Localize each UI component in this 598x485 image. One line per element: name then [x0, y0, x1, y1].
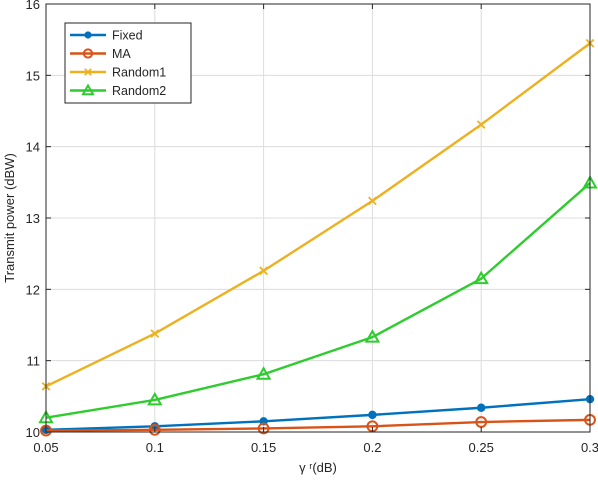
- series-line: [45, 42, 591, 388]
- series-line: [45, 397, 591, 432]
- legend-entry: Random2: [70, 83, 166, 98]
- marker-x-cross: [259, 266, 268, 276]
- marker-triangle: [364, 329, 381, 343]
- tick-labels: 0.05 0.1 0.15 0.2 0.25 0.3 10 11 12 13 14 15 16: [26, 0, 598, 455]
- series-random1: [41, 38, 595, 391]
- y-tick-label: 13: [26, 211, 40, 226]
- x-tick-label: 0.2: [363, 440, 381, 455]
- marker-filled-circle: [476, 403, 486, 412]
- marker-x-cross: [368, 196, 377, 206]
- legend: Fixed MA Random1 Random2: [64, 22, 192, 104]
- x-tick-label: 0.1: [146, 440, 164, 455]
- legend-entry: MA: [70, 47, 131, 61]
- legend-label: Fixed: [112, 29, 143, 43]
- grid: [45, 3, 591, 433]
- marker-x-cross: [150, 329, 160, 338]
- marker-open-circle: [257, 422, 270, 435]
- marker-open-circle: [475, 416, 488, 428]
- marker-triangle: [255, 366, 272, 380]
- x-tick-label: 0.15: [251, 440, 276, 455]
- legend-label: Random1: [112, 66, 166, 80]
- marker-x-cross: [84, 68, 92, 76]
- legend-entry: Fixed: [70, 29, 143, 43]
- marker-filled-circle: [368, 410, 377, 420]
- marker-filled-circle: [84, 31, 92, 39]
- series-random2: [38, 175, 598, 424]
- marker-x-cross: [476, 120, 486, 129]
- x-tick-label: 0.05: [33, 440, 58, 455]
- marker-triangle: [81, 83, 95, 96]
- x-tick-label: 0.25: [469, 440, 494, 455]
- ticks: [45, 3, 591, 433]
- legend-entry: Random1: [70, 66, 166, 80]
- y-tick-label: 10: [26, 425, 40, 440]
- legend-label: Random2: [112, 84, 166, 98]
- marker-open-circle: [148, 423, 161, 436]
- series-line: [45, 182, 591, 419]
- y-tick-label: 16: [26, 0, 40, 12]
- marker-triangle: [473, 270, 489, 285]
- y-tick-label: 15: [26, 68, 40, 83]
- legend-label: MA: [112, 47, 131, 61]
- marker-open-circle: [82, 48, 94, 59]
- y-tick-label: 12: [26, 282, 40, 297]
- x-axis-label: γ ʳ(dB): [299, 460, 337, 475]
- y-tick-label: 11: [27, 354, 41, 369]
- y-tick-label: 14: [26, 140, 40, 155]
- x-tick-label: 0.3: [581, 440, 598, 455]
- marker-triangle: [147, 391, 163, 406]
- y-axis-label: Transmit power (dBW): [2, 153, 17, 283]
- series-line: [45, 418, 591, 432]
